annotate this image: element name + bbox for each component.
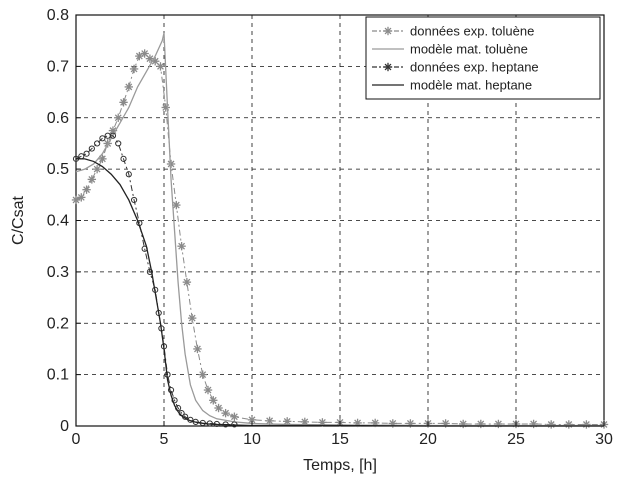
x-tick-label: 25 xyxy=(507,431,525,448)
x-tick-label: 15 xyxy=(331,431,349,448)
data-point-asterisk xyxy=(156,62,165,71)
y-tick-label: 0.3 xyxy=(47,264,69,281)
data-point-asterisk xyxy=(383,62,393,72)
data-point-asterisk xyxy=(166,159,176,169)
x-axis-ticks: 0 5 10 15 20 25 30 xyxy=(72,421,613,448)
y-axis-ticks: 0 0.1 0.2 0.3 0.4 0.5 0.6 0.7 0.8 xyxy=(47,7,81,435)
series-line xyxy=(75,32,604,427)
legend-item: données exp. toluène xyxy=(372,24,534,39)
y-tick-label: 0.5 xyxy=(47,161,69,178)
data-point-asterisk xyxy=(547,420,556,429)
data-point-asterisk xyxy=(247,415,257,425)
data-point-asterisk xyxy=(182,277,192,287)
data-point-asterisk xyxy=(198,370,207,379)
data-point-asterisk xyxy=(203,385,213,395)
data-point-asterisk xyxy=(459,419,468,429)
data-point-circle xyxy=(88,145,95,152)
y-tick-label: 0.2 xyxy=(47,315,69,332)
data-point-asterisk xyxy=(476,419,485,429)
data-point-asterisk xyxy=(230,412,239,421)
data-point-asterisk xyxy=(92,164,102,174)
data-point-asterisk xyxy=(383,26,393,36)
legend-label: modèle mat. heptane xyxy=(410,78,532,93)
data-point-asterisk xyxy=(119,98,128,107)
data-point-asterisk xyxy=(193,344,202,354)
data-point-asterisk xyxy=(114,113,123,122)
legend-label: données exp. toluène xyxy=(410,24,534,39)
x-tick-label: 5 xyxy=(160,431,169,448)
data-point-circle xyxy=(130,196,138,204)
y-axis-label: C/Csat xyxy=(10,196,27,245)
data-point-asterisk xyxy=(177,241,186,251)
y-tick-label: 0.8 xyxy=(47,7,69,24)
data-point-asterisk xyxy=(221,408,230,418)
y-tick-label: 0.6 xyxy=(47,110,69,127)
y-tick-label: 0.4 xyxy=(47,213,69,230)
data-point-asterisk xyxy=(529,419,538,429)
legend-box xyxy=(365,16,601,100)
data-point-circle xyxy=(171,397,178,404)
data-point-circle xyxy=(125,171,132,178)
data-point-asterisk xyxy=(172,200,181,210)
x-axis-label: Temps, [h] xyxy=(303,457,377,474)
data-point-asterisk xyxy=(564,420,573,429)
y-tick-label: 0 xyxy=(60,418,69,435)
data-point-circle xyxy=(109,132,117,139)
data-point-asterisk xyxy=(161,103,170,112)
y-tick-label: 0.1 xyxy=(47,367,69,384)
legend-item: modèle mat. heptane xyxy=(372,78,532,93)
x-tick-label: 20 xyxy=(419,431,437,448)
data-point-asterisk xyxy=(82,185,91,194)
y-tick-label: 0.7 xyxy=(47,58,69,75)
data-point-asterisk xyxy=(214,403,223,413)
data-point-asterisk xyxy=(494,419,503,429)
data-point-asterisk xyxy=(187,313,197,323)
data-point-circle xyxy=(146,268,154,275)
data-point-asterisk xyxy=(140,49,149,58)
series-4 xyxy=(76,158,604,427)
legend-label: données exp. heptane xyxy=(410,60,539,75)
data-point-circle xyxy=(115,140,122,147)
data-point-circle xyxy=(99,135,106,142)
data-point-circle xyxy=(83,150,90,157)
data-point-asterisk xyxy=(98,154,107,164)
series-1 xyxy=(71,49,609,429)
data-point-asterisk xyxy=(124,82,133,92)
legend-item: données exp. heptane xyxy=(372,60,539,75)
series-line xyxy=(76,158,604,427)
data-point-asterisk xyxy=(582,420,591,429)
data-point-asterisk xyxy=(209,396,218,405)
x-tick-label: 30 xyxy=(595,431,613,448)
legend-item: modèle mat. toluène xyxy=(372,42,528,57)
data-point-asterisk xyxy=(77,193,86,202)
series-2 xyxy=(75,32,604,427)
data-point-asterisk xyxy=(87,175,97,184)
data-point-circle xyxy=(94,140,101,147)
data-point-circle xyxy=(120,155,127,162)
series-layer xyxy=(71,32,609,429)
data-point-asterisk xyxy=(129,64,139,74)
legend-label: modèle mat. toluène xyxy=(410,42,528,57)
legend: données exp. toluène modèle mat. toluène d… xyxy=(365,16,601,100)
x-tick-label: 0 xyxy=(72,431,81,448)
x-tick-label: 10 xyxy=(243,431,261,448)
